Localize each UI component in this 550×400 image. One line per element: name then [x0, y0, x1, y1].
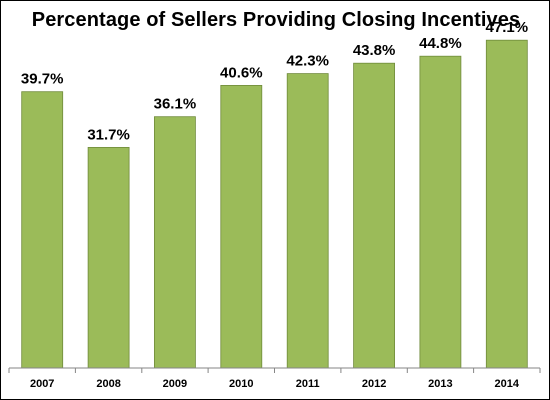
chart-title: Percentage of Sellers Providing Closing … [31, 9, 521, 31]
bars-group [21, 39, 528, 369]
x-tick-label-2007: 2007 [30, 378, 54, 390]
bar-2007 [21, 91, 64, 369]
x-tick-label-2014: 2014 [495, 378, 520, 390]
data-label-2010: 40.6% [220, 64, 263, 81]
bar-2013 [419, 55, 462, 369]
x-tick-labels-group: 2007 2008 2009 2010 2011 2012 2013 2014 [30, 378, 520, 390]
x-axis [8, 367, 541, 373]
x-tick-label-2011: 2011 [296, 378, 320, 390]
data-labels-group: 39.7% 31.7% 36.1% 40.6% 42.3% 43.8% 44.8% 47.1% [21, 19, 528, 143]
x-tick-label-2013: 2013 [428, 378, 452, 390]
bar-2008 [87, 146, 130, 369]
bar-2010 [220, 85, 263, 369]
x-tick-label-2009: 2009 [163, 378, 187, 390]
x-tick-label-2012: 2012 [362, 378, 386, 390]
data-label-2007: 39.7% [21, 71, 64, 88]
data-label-2013: 44.8% [419, 35, 462, 52]
x-tick-label-2010: 2010 [229, 378, 253, 390]
bar-2011 [286, 73, 329, 369]
data-label-2014: 47.1% [486, 19, 529, 36]
data-label-2009: 36.1% [154, 96, 197, 113]
bar-2012 [353, 62, 396, 369]
x-tick-label-2008: 2008 [96, 378, 120, 390]
bar-2014 [485, 39, 528, 369]
bar-2009 [153, 116, 196, 369]
data-label-2011: 42.3% [286, 53, 329, 70]
data-label-2008: 31.7% [87, 126, 130, 143]
data-label-2012: 43.8% [353, 42, 396, 59]
